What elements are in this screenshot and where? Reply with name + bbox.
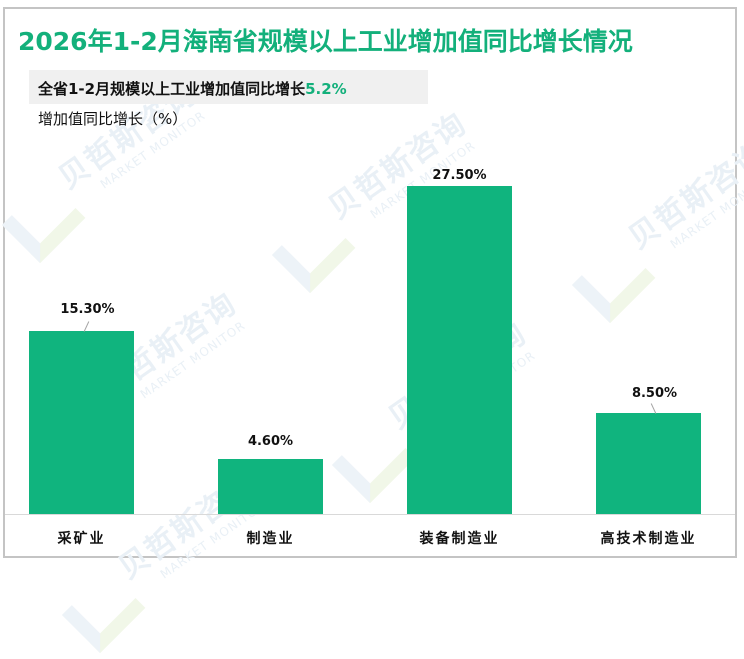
chart-title: 2026年1-2月海南省规模以上工业增加值同比增长情况 bbox=[18, 27, 633, 56]
bar bbox=[29, 331, 134, 514]
bar bbox=[407, 185, 512, 514]
x-tick-label: 采矿业 bbox=[57, 531, 106, 547]
summary-text: 全省1-2月规模以上工业增加值同比增长5.2% bbox=[38, 80, 347, 98]
data-label: 27.50% bbox=[432, 167, 487, 183]
data-label: 4.60% bbox=[247, 434, 294, 450]
bar bbox=[596, 412, 701, 514]
y-axis-label: 增加值同比增长（%） bbox=[38, 110, 188, 128]
x-axis-line bbox=[5, 514, 735, 515]
bar bbox=[218, 459, 323, 514]
data-label: 8.50% bbox=[631, 385, 678, 401]
chart-frame bbox=[3, 7, 737, 558]
x-tick-label: 装备制造业 bbox=[419, 531, 500, 547]
x-tick-label: 高技术制造业 bbox=[600, 531, 697, 547]
data-label: 15.30% bbox=[60, 302, 115, 318]
x-tick-label: 制造业 bbox=[246, 531, 295, 547]
summary-box: 全省1-2月规模以上工业增加值同比增长5.2% bbox=[29, 70, 428, 104]
watermark-logo-icon bbox=[61, 569, 146, 654]
summary-value: 5.2% bbox=[305, 80, 347, 98]
